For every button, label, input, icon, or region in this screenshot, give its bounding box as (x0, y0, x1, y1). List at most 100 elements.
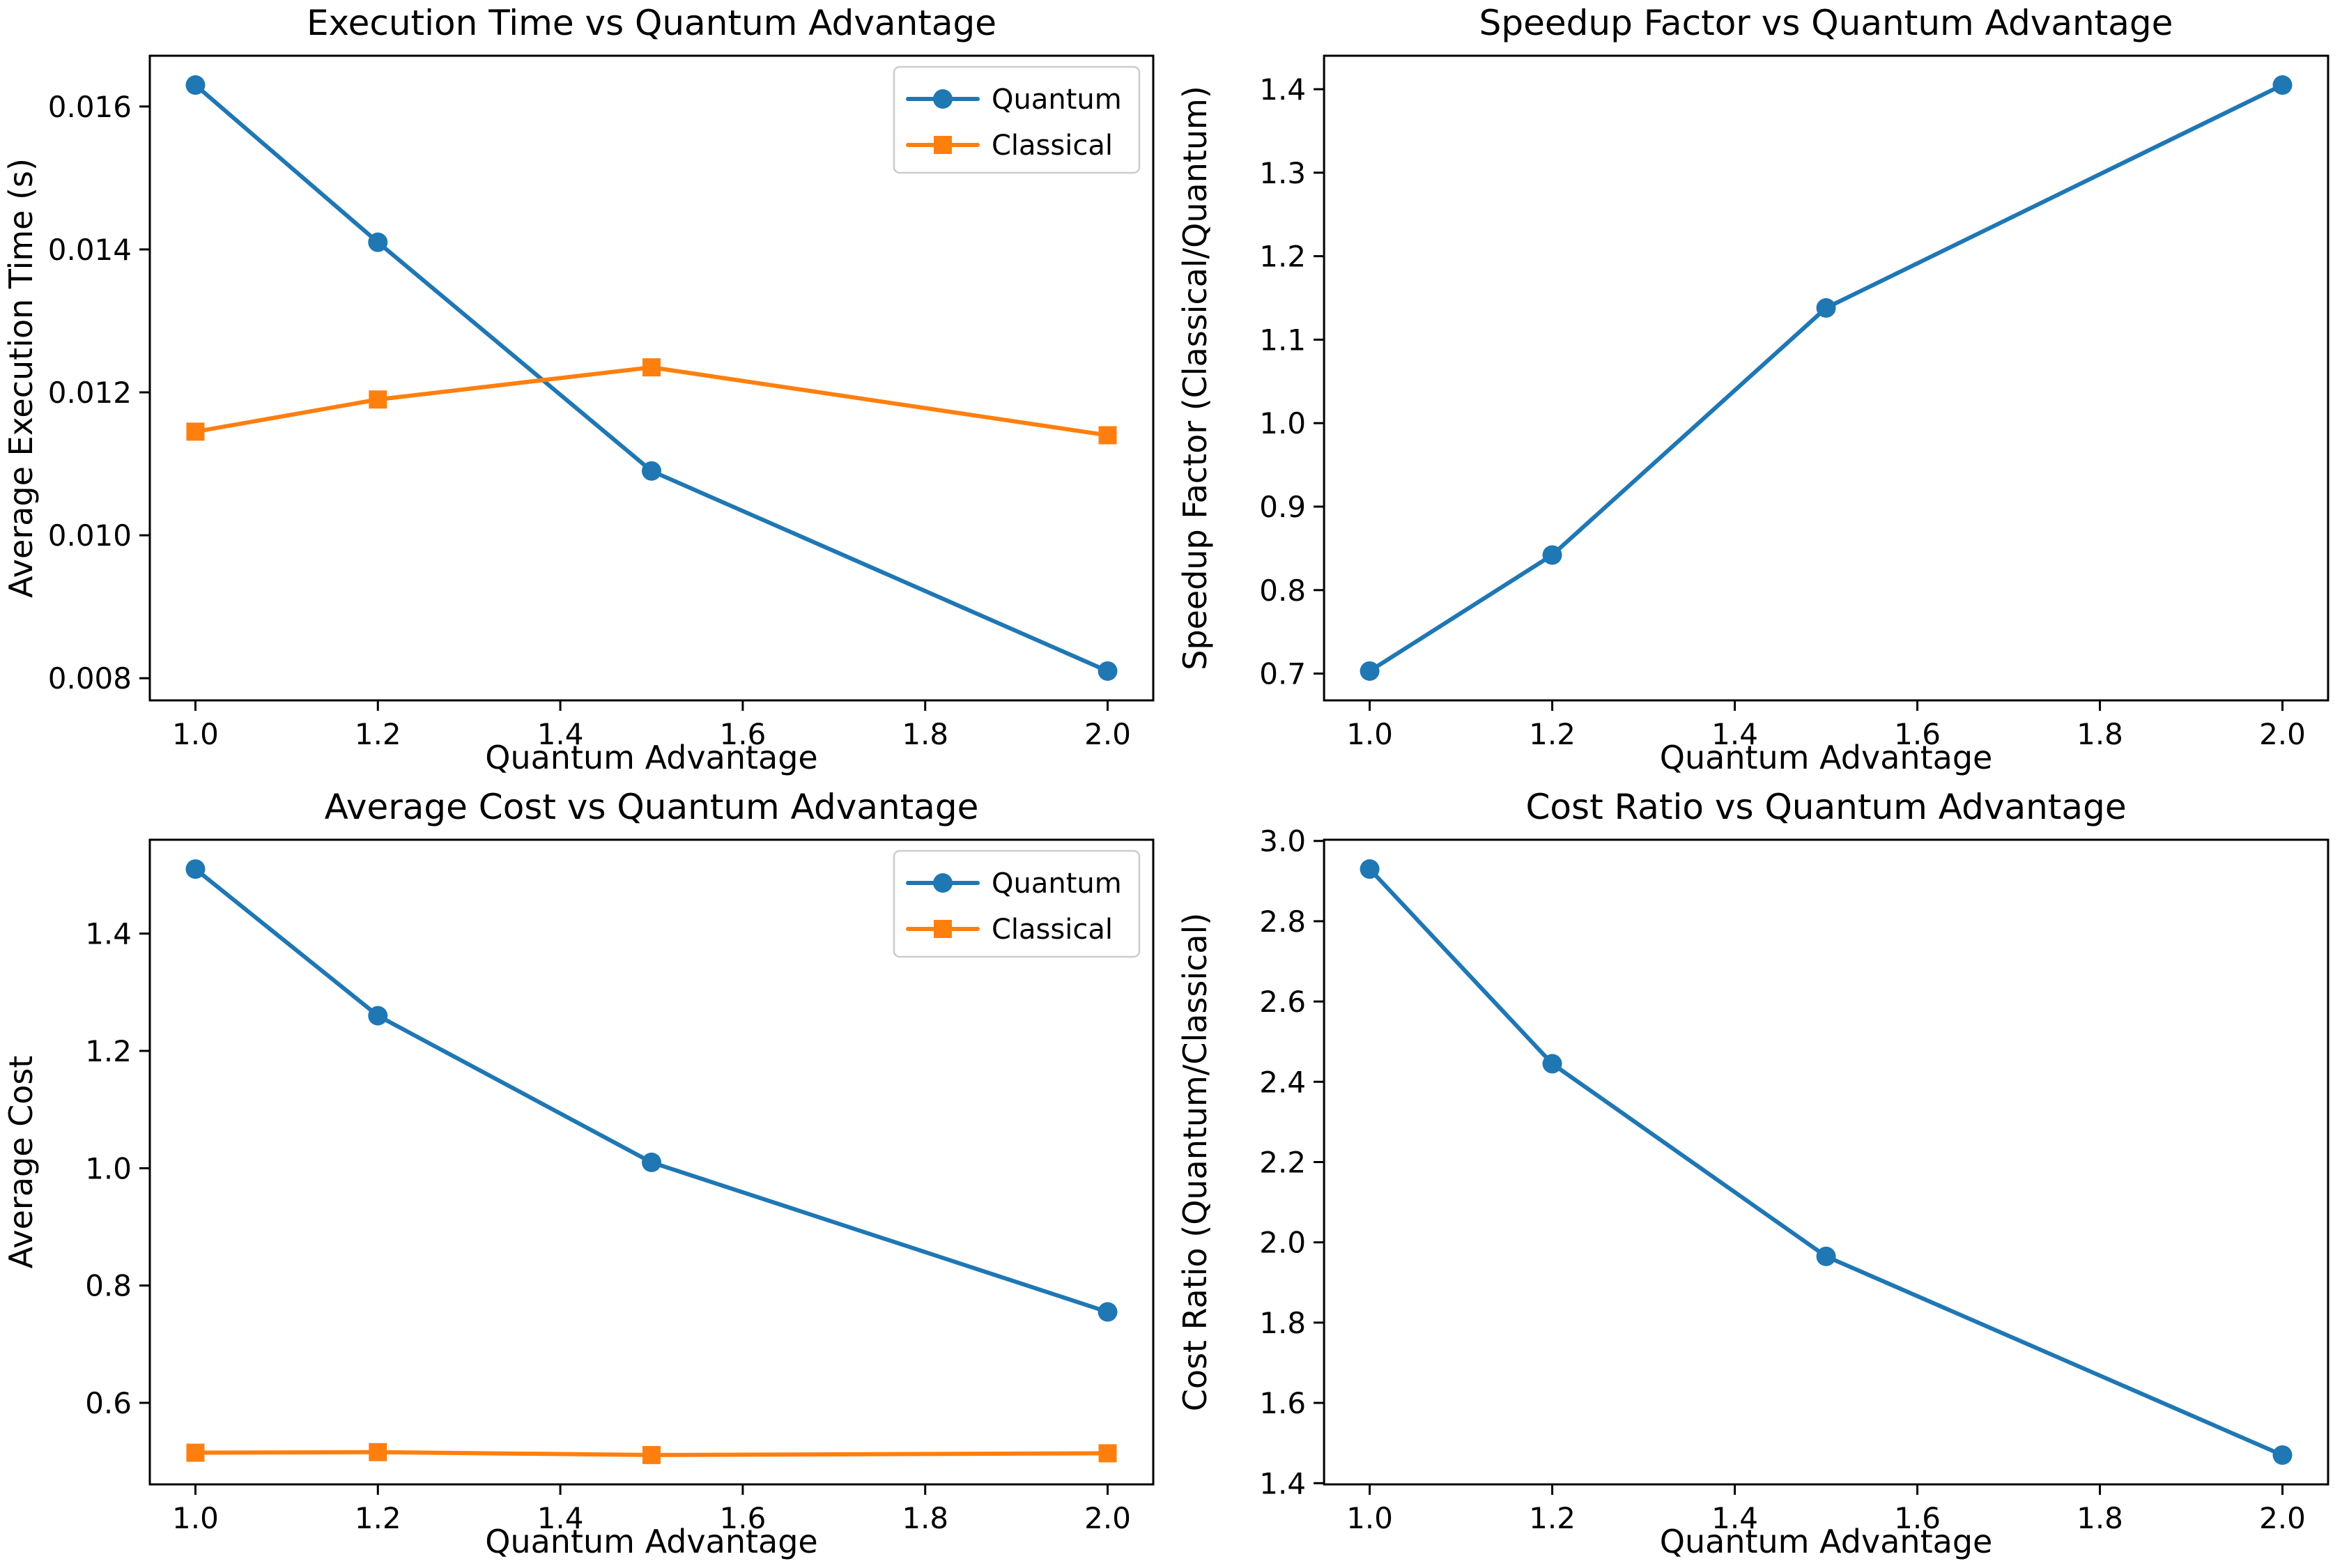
y-tick-label: 0.014 (48, 233, 132, 267)
data-point-marker (1542, 1054, 1562, 1074)
x-tick-label: 2.0 (2259, 717, 2306, 751)
legend-entry-label: Classical (992, 130, 1113, 162)
x-axis-label: Quantum Advantage (485, 739, 817, 776)
data-point-marker (642, 358, 661, 377)
x-tick-label: 2.0 (1084, 717, 1131, 751)
y-tick-label: 1.6 (1259, 1386, 1306, 1420)
subplot-execution-time: 1.0 1.2 1.4 1.6 1.8 2.0 0.008 0.010 0.012 0.014 0.… (0, 0, 1174, 784)
x-tick-label: 1.2 (355, 1501, 401, 1535)
chart-title: Average Cost vs Quantum Advantage (325, 787, 979, 827)
x-tick-label: 1.8 (902, 1501, 948, 1535)
data-point-marker (642, 1152, 661, 1172)
y-tick-label: 2.6 (1259, 985, 1306, 1019)
data-point-marker (186, 422, 205, 441)
data-point-marker (185, 75, 206, 95)
y-tick-label: 0.8 (1259, 574, 1306, 608)
x-tick-label: 2.0 (1084, 1501, 1131, 1535)
series-line-classical (193, 365, 1110, 438)
data-point-marker (368, 1006, 388, 1026)
y-tick-label: 0.7 (1259, 657, 1306, 691)
y-axis-label: Speedup Factor (Classical/Quantum) (1176, 86, 1214, 670)
x-tick-label: 1.2 (1529, 1501, 1576, 1535)
data-point-marker (185, 859, 206, 879)
x-axis-label: Quantum Advantage (1660, 1523, 1993, 1560)
chart-title: Execution Time vs Quantum Advantage (307, 3, 996, 43)
data-point-marker (2272, 75, 2293, 95)
y-axis-label: Average Execution Time (s) (2, 158, 40, 598)
x-tick-label: 1.4 (1711, 717, 1758, 751)
data-point-marker (642, 1445, 661, 1464)
data-point-marker (1816, 1246, 1836, 1266)
y-tick-label: 0.012 (48, 376, 132, 410)
data-point-marker (368, 232, 388, 252)
data-point-marker (1360, 859, 1380, 879)
chart-average-cost: 1.0 1.2 1.4 1.6 1.8 2.0 0.6 0.8 1.0 1.2 1.4 Average… (0, 784, 1174, 1568)
data-point-marker (2272, 1445, 2293, 1465)
y-tick-label: 0.010 (48, 518, 132, 553)
y-tick-label: 0.008 (48, 661, 132, 695)
data-point-marker (1542, 545, 1562, 565)
plot-border (1323, 54, 2329, 702)
y-tick-label: 0.8 (85, 1269, 132, 1303)
y-tick-label: 1.4 (1259, 72, 1306, 107)
x-tick-label: 1.8 (2077, 717, 2123, 751)
x-tick-label: 1.0 (1346, 717, 1393, 751)
y-axis-label: Average Cost (2, 1056, 40, 1269)
x-tick-label: 1.0 (172, 1501, 219, 1535)
series-line-quantum (193, 83, 1110, 673)
chart-title: Speedup Factor vs Quantum Advantage (1479, 3, 2173, 43)
series-line-classical (193, 1450, 1110, 1457)
series-line-quantum (193, 867, 1110, 1314)
plot-border (1323, 838, 2329, 1486)
legend-sample-marker (933, 89, 953, 109)
chart-cost-ratio: 1.0 1.2 1.4 1.6 1.8 2.0 1.4 1.6 1.8 2.0 2.2 2.4 2.6 2… (1174, 784, 2349, 1568)
chart-execution-time: 1.0 1.2 1.4 1.6 1.8 2.0 0.008 0.010 0.012 0.014 0.… (0, 0, 1174, 784)
y-axis-label: Cost Ratio (Quantum/Classical) (1176, 913, 1214, 1412)
y-tick-label: 1.0 (85, 1151, 132, 1185)
data-point-marker (1098, 1302, 1118, 1322)
y-tick-label: 1.4 (1259, 1466, 1306, 1500)
data-point-marker (1098, 1444, 1117, 1463)
data-point-marker (1816, 298, 1836, 318)
y-tick-label: 3.0 (1259, 824, 1306, 859)
y-tick-label: 2.4 (1259, 1065, 1306, 1099)
y-tick-label: 1.2 (1259, 240, 1306, 274)
x-tick-label: 1.2 (1529, 717, 1576, 751)
data-point-marker (369, 1443, 387, 1461)
legend-sample-marker (934, 136, 952, 154)
series-line-speedup-factor (1367, 83, 2285, 673)
y-tick-label: 2.0 (1259, 1226, 1306, 1260)
x-axis-label: Quantum Advantage (1660, 739, 1993, 776)
legend-sample-marker (934, 920, 952, 938)
chart-speedup-factor: 1.0 1.2 1.4 1.6 1.8 2.0 0.7 0.8 0.9 1.0 1.1 1.2 1.3 1… (1174, 0, 2349, 784)
y-tick-label: 0.6 (85, 1386, 132, 1420)
subplot-speedup-factor: 1.0 1.2 1.4 1.6 1.8 2.0 0.7 0.8 0.9 1.0 1.1 1.2 1.3 1… (1174, 0, 2349, 784)
series-line-cost-ratio (1367, 867, 2285, 1457)
x-tick-label: 1.0 (172, 717, 219, 751)
y-tick-label: 1.8 (1259, 1306, 1306, 1340)
x-tick-label: 1.6 (1894, 1501, 1941, 1535)
y-tick-label: 2.2 (1259, 1146, 1306, 1180)
x-tick-label: 1.8 (902, 717, 948, 751)
x-axis-label: Quantum Advantage (485, 1523, 817, 1560)
plot-background (1174, 0, 2349, 784)
x-tick-label: 1.4 (537, 1501, 584, 1535)
legend-entry-label: Quantum (992, 84, 1122, 116)
subplot-average-cost: 1.0 1.2 1.4 1.6 1.8 2.0 0.6 0.8 1.0 1.2 1.4 Average… (0, 784, 1174, 1568)
x-tick-label: 1.4 (1711, 1501, 1758, 1535)
data-point-marker (186, 1443, 205, 1462)
x-tick-label: 1.4 (537, 717, 584, 751)
plot-border (148, 54, 1155, 702)
data-point-marker (1098, 661, 1118, 681)
x-tick-label: 1.6 (720, 1501, 767, 1535)
x-tick-label: 1.8 (2077, 1501, 2123, 1535)
y-tick-label: 1.2 (85, 1034, 132, 1068)
data-point-marker (1360, 661, 1380, 681)
chart-title: Cost Ratio vs Quantum Advantage (1526, 787, 2127, 827)
x-tick-label: 1.6 (1894, 717, 1941, 751)
data-point-marker (642, 461, 661, 481)
y-tick-label: 1.3 (1259, 156, 1306, 190)
data-point-marker (369, 390, 387, 409)
x-tick-label: 1.0 (1346, 1501, 1393, 1535)
